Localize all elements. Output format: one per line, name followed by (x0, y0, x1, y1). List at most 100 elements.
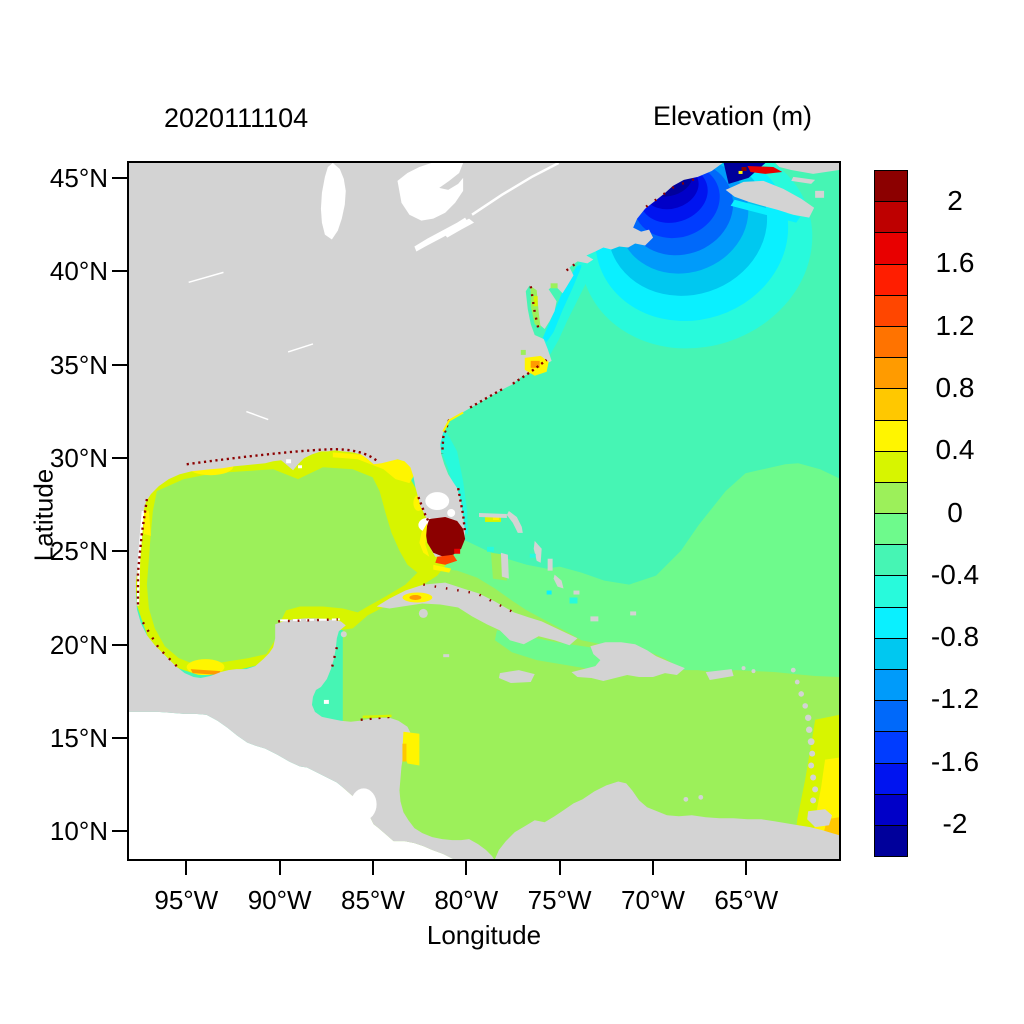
north-america-land (129, 163, 723, 859)
coastal-overlays (136, 163, 801, 766)
colorbar-cell-14 (875, 606, 907, 638)
y-tick-mark (112, 456, 127, 459)
y-tick-label: 25°N (49, 536, 108, 567)
x-tick-label: 65°W (714, 885, 779, 915)
nova-scotia-land (725, 180, 815, 218)
colorbar (874, 170, 908, 857)
honduras-white-speck (323, 699, 329, 704)
bahama-cyan-speck (486, 546, 494, 552)
cuba-lagoon-orange (409, 595, 422, 600)
fundy-head-surge (747, 165, 783, 174)
x-tick-label: 95°W (154, 885, 219, 915)
colorbar-cell-12 (875, 544, 907, 576)
chesapeake-fill (530, 286, 541, 329)
midatlantic-inner-band (542, 264, 583, 342)
pamlico-orange-core (530, 360, 540, 368)
colorbar-cell-21 (875, 824, 907, 857)
colorbar-cell-0 (875, 171, 907, 202)
x-tick-mark (745, 861, 748, 875)
crooked-island (573, 590, 580, 595)
colorbar-tick-label: -0.8 (930, 621, 980, 653)
x-tick-label: 75°W (527, 885, 592, 915)
cayman (443, 654, 450, 658)
x-tick-mark (185, 861, 188, 875)
nova-scotia-cyan-edge (730, 199, 801, 223)
florida-yellow-ring (419, 522, 430, 557)
colorbar-cell-9 (875, 450, 907, 482)
abaco (506, 511, 523, 533)
lake-nicaragua (350, 788, 377, 821)
lake-okeechobee (447, 509, 456, 517)
x-tick-mark (371, 861, 374, 875)
y-tick-mark (112, 830, 127, 833)
pamlico-green-speck (520, 349, 526, 355)
colorbar-cell-11 (875, 513, 907, 545)
florida-yellow-south (433, 564, 452, 573)
delaware-bay-speck (550, 283, 558, 289)
colorbar-tick-label: -1.2 (930, 683, 980, 715)
lakes-and-rivers (188, 163, 560, 821)
y-tick-mark (112, 550, 127, 553)
lesser-antilles (683, 666, 819, 804)
south-america-land (494, 781, 839, 859)
colorbar-labels: 2 1.6 1.2 0.8 0.4 0 -0.4 -0.8 -1.2 -1.6 -2 (912, 170, 998, 855)
florida-red-speck (454, 548, 461, 554)
new-brunswick-strip (775, 163, 839, 174)
georgia-coast-yellow-line (442, 411, 464, 432)
florida-interior-nodata (425, 492, 450, 511)
fundy-darkred-speck (741, 166, 747, 171)
st-lawrence-river (471, 163, 560, 216)
nicaragua-coast-patch (402, 731, 420, 766)
map-canvas (129, 163, 839, 859)
trinidad-land (807, 809, 833, 828)
yucatan-lagoon-sliver (280, 618, 340, 622)
colorbar-cell-19 (875, 762, 907, 794)
x-tick-label: 70°W (621, 885, 685, 915)
y-tick-label: 10°N (49, 816, 108, 847)
delta-white-speck (298, 465, 303, 469)
x-tick-label: 80°W (434, 885, 499, 915)
inagua (590, 616, 599, 622)
cyan-speck (569, 597, 578, 604)
colorbar-tick-label: -1.6 (930, 745, 980, 777)
river-squiggle (246, 410, 269, 421)
andros (500, 552, 509, 579)
x-axis-label: Longitude (426, 920, 542, 950)
gulf-interior (146, 467, 418, 666)
caribbean-tropical-region (342, 568, 839, 859)
isle-of-youth (418, 608, 428, 618)
colorbar-cell-7 (875, 388, 907, 420)
x-tick-label: 85°W (341, 885, 405, 915)
colorbar-cell-4 (875, 294, 907, 326)
colorbar-cell-3 (875, 263, 907, 295)
y-tick-label: 35°N (49, 349, 108, 380)
grand-bahama (479, 512, 507, 518)
colorbar-cell-1 (875, 201, 907, 233)
y-tick-label: 30°N (49, 442, 108, 473)
south-florida-surge-max (425, 516, 466, 557)
bahama-bank-yellow (492, 516, 499, 520)
colorbar-tick-label: 0 (947, 496, 963, 528)
lake-huron (397, 163, 464, 221)
puerto-rico-land (705, 669, 734, 681)
y-tick-mark (112, 363, 127, 366)
midatlantic-outer-band (538, 260, 597, 358)
south-texas-sliver (142, 509, 151, 536)
eleuthera (533, 540, 542, 563)
y-tick-mark (112, 736, 127, 739)
cape-breton (815, 190, 825, 198)
lake-michigan (320, 163, 346, 240)
fundy-yellow-speck (738, 170, 743, 174)
y-tick-mark (112, 270, 127, 273)
x-tick-mark (651, 861, 654, 875)
apalachee-bay-patch (332, 452, 416, 484)
colorbar-cell-5 (875, 325, 907, 358)
colorbar-cell-18 (875, 731, 907, 763)
run-timestamp-title: 2020111104 (164, 103, 309, 133)
colorbar-cell-2 (875, 232, 907, 264)
jamaica-land (498, 670, 535, 684)
colorbar-tick-label: 1.6 (935, 247, 975, 279)
long-island-bahamas (553, 574, 564, 589)
river-squiggle (287, 343, 314, 353)
